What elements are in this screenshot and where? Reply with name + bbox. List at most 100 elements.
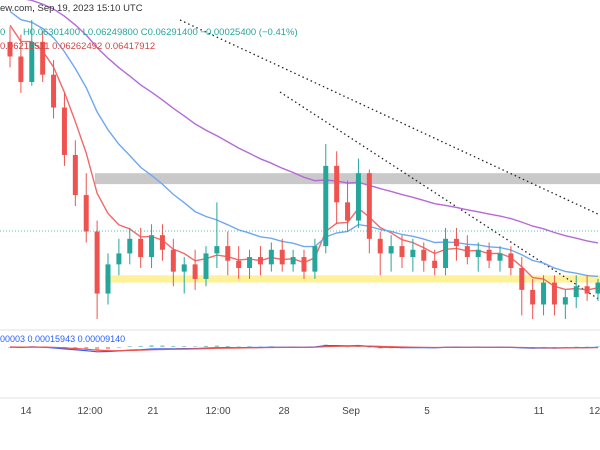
candle-body [551, 282, 557, 305]
macd-histogram-bar [171, 346, 176, 347]
x-tick-label: 12:00 [205, 406, 230, 417]
ohlc-values: H0.06301400 L0.06249800 C0.06291400 −0.0… [22, 27, 298, 38]
candle-body [279, 249, 285, 265]
x-tick-label: Sep [342, 406, 360, 417]
candle-body [72, 154, 78, 196]
trendlines [179, 19, 600, 301]
candle-body [268, 249, 274, 265]
macd-histogram-bar [138, 345, 143, 347]
candle-body [127, 238, 133, 254]
candle-body [345, 202, 351, 221]
candlesticks [7, 20, 600, 320]
candle-body [486, 249, 492, 261]
x-tick-label: 5 [424, 406, 430, 417]
candle-body [519, 268, 525, 290]
candle-body [94, 231, 100, 294]
header-macd-line: 00003 0.00015943 0.00009140 [0, 334, 125, 344]
candle-body [595, 282, 600, 294]
macd-histogram-bar [345, 346, 350, 348]
macd-histogram-bar [367, 347, 372, 348]
candle-body [530, 289, 536, 305]
ohlc-open-partial: 0 [0, 27, 6, 38]
macd-values: 00003 0.00015943 0.00009140 [0, 334, 126, 344]
x-tick-label: 12:00 [77, 406, 102, 417]
candle-body [214, 246, 220, 254]
x-tick-label: 28 [278, 406, 290, 417]
candle-body [508, 253, 514, 268]
header-source-line: ew.com, Sep 19, 2023 15:10 UTC [0, 3, 143, 14]
x-tick-label: 12: [589, 406, 600, 417]
candle-body [562, 297, 568, 305]
candle-body [464, 246, 470, 258]
ma-slow-line [26, 0, 599, 244]
candle-body [497, 253, 503, 261]
macd-histogram-bar [193, 346, 198, 348]
candle-body [573, 286, 579, 298]
upper-trendline [179, 19, 600, 216]
macd-histogram-bar [160, 345, 165, 347]
candle-body [312, 246, 318, 272]
candle-body [105, 264, 111, 294]
candle-body [116, 253, 122, 265]
macd-histogram-bar [116, 347, 121, 348]
candle-body [432, 260, 438, 268]
candle-body [61, 107, 67, 155]
candle-body [301, 257, 307, 272]
candle-body [40, 41, 46, 75]
candle-body [290, 257, 296, 265]
candle-body [366, 173, 372, 239]
candle-body [257, 257, 263, 265]
macd-histogram-bar [236, 346, 241, 348]
candle-body [192, 264, 198, 279]
source-name: ew.com [0, 3, 33, 14]
candle-body [18, 56, 24, 82]
candle-body [475, 249, 481, 258]
x-tick-label: 11 [534, 406, 545, 417]
candle-body [83, 195, 89, 232]
macd-histogram-bar [182, 346, 187, 347]
candle-body [377, 238, 383, 254]
candle-body [541, 282, 547, 305]
candle-body [170, 249, 176, 272]
candle-body [138, 238, 144, 258]
support-zone [105, 275, 600, 283]
candle-body [181, 264, 187, 272]
macd-histogram-bar [225, 345, 230, 347]
x-axis: 14 12:00 21 12:00 28 Sep 5 11 12: [20, 406, 600, 417]
candle-body [7, 41, 13, 57]
candle-body [236, 260, 242, 268]
candle-body [159, 235, 165, 250]
resistance-zone [95, 173, 600, 185]
macd-histogram-bar [247, 346, 252, 348]
lower-trendline [279, 91, 600, 301]
macd-pane [8, 344, 600, 353]
x-tick-label: 14 [20, 406, 32, 417]
macd-histogram-bar [106, 347, 110, 350]
candle-body [51, 74, 57, 108]
ma-values: 0.06215511 0.06262492 0.06417912 [0, 41, 156, 52]
macd-histogram-bar [574, 346, 579, 348]
candle-body [388, 246, 394, 254]
macd-histogram-bar [214, 345, 219, 347]
macd-signal-line [9, 345, 599, 352]
header-ohlc-line: 0 H0.06301400 L0.06249800 C0.06291400 −0… [0, 27, 298, 38]
candle-body [399, 246, 405, 258]
candle-body [29, 41, 35, 82]
candle-body [203, 253, 209, 279]
candle-body [225, 246, 231, 261]
macd-histogram-bar [378, 347, 383, 349]
candle-body [355, 173, 361, 221]
candle-body [149, 235, 155, 258]
price-zones [95, 173, 600, 283]
candle-body [453, 238, 459, 247]
macd-histogram-bar [204, 345, 208, 347]
header-ma-line: 0.06215511 0.06262492 0.06417912 [0, 41, 155, 52]
macd-histogram-bar [127, 346, 132, 347]
candle-body [410, 249, 416, 258]
macd-histogram-bar [84, 347, 89, 351]
candle-body [334, 165, 340, 203]
candle-body [247, 257, 253, 268]
candle-body [323, 165, 329, 247]
